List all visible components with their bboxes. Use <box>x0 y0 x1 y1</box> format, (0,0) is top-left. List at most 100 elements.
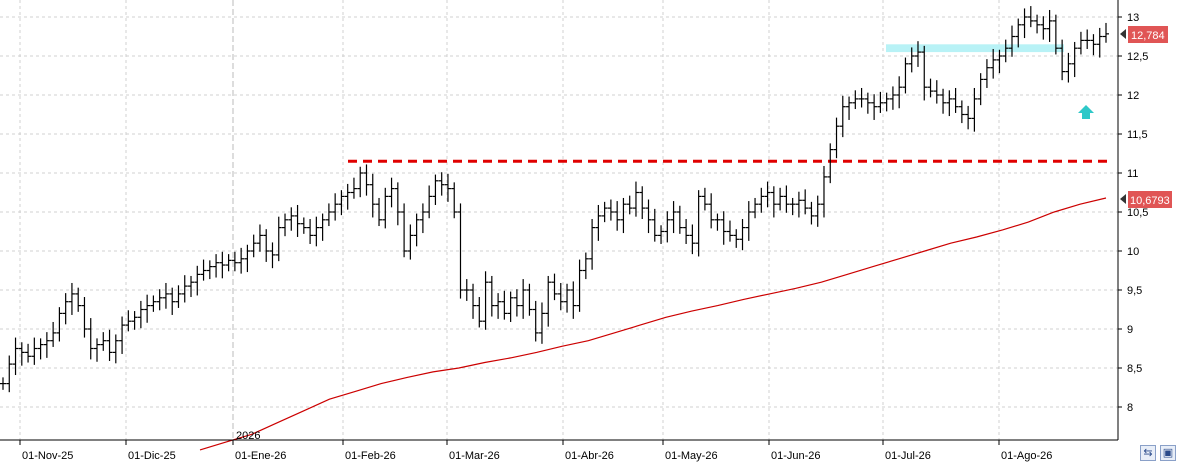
ohlc-bar <box>858 87 865 108</box>
ohlc-bar <box>664 211 671 243</box>
ohlc-bar <box>676 205 683 234</box>
ohlc-bar <box>106 329 113 361</box>
ohlc-bar <box>112 334 119 364</box>
ohlc-bar <box>1096 27 1103 58</box>
save-icon: ▣ <box>1162 446 1174 459</box>
ohlc-bar <box>488 275 495 317</box>
ohlc-bar <box>877 91 884 113</box>
ohlc-bar <box>350 177 357 199</box>
ohlc-bar <box>532 300 539 342</box>
ohlc-bar <box>958 100 965 124</box>
ohlc-bar <box>651 208 658 242</box>
ohlc-bar <box>1015 18 1022 48</box>
ohlc-bar <box>820 165 827 218</box>
ohlc-bar <box>344 183 351 210</box>
ohlc-bar <box>175 285 182 308</box>
ohlc-bar <box>369 173 376 218</box>
ohlc-bar <box>1034 14 1041 34</box>
ohlc-bar <box>451 182 458 219</box>
ohlc-bar <box>864 92 871 114</box>
x-tick-label: 01-Ene-26 <box>235 450 286 462</box>
ohlc-bar <box>0 377 6 390</box>
ohlc-bar <box>745 201 752 241</box>
ohlc-bar <box>783 185 790 213</box>
ohlc-bar <box>81 297 88 338</box>
ohlc-bar <box>1052 14 1059 55</box>
y-tick-label: 11,5 <box>1127 129 1148 141</box>
ohlc-bar <box>1046 9 1053 42</box>
ohlc-bar <box>294 204 301 237</box>
ohlc-bar <box>119 316 126 354</box>
ohlc-bar <box>288 207 295 231</box>
x-axis: 01-Nov-25 01-Dic-25 01-Ene-26 01-Feb-26 01-M… <box>0 439 1118 462</box>
ohlc-bar <box>282 213 289 237</box>
y-tick-label: 9 <box>1127 324 1133 336</box>
ohlc-bar <box>990 48 997 79</box>
x-tick-label: 01-May-26 <box>665 450 718 462</box>
save-button[interactable]: ▣ <box>1160 445 1176 461</box>
ohlc-bar <box>733 229 740 248</box>
ohlc-bar <box>43 332 50 358</box>
x-tick-label: 01-Mar-26 <box>449 450 500 462</box>
ohlc-bar <box>933 80 940 104</box>
ohlc-bar <box>708 193 715 229</box>
ohlc-bar <box>219 251 226 279</box>
ohlc-bar <box>263 229 270 262</box>
ohlc-bar <box>764 181 771 208</box>
ohlc-bar <box>12 337 19 376</box>
scroll-left-button[interactable]: ⇆ <box>1140 445 1156 461</box>
ohlc-bar <box>100 332 107 351</box>
ohlc-bar <box>144 294 151 323</box>
ohlc-bar <box>94 338 101 362</box>
ohlc-bar <box>551 273 558 301</box>
ohlc-bar <box>25 343 32 363</box>
last-price-tag: 12,784 <box>1120 26 1168 43</box>
ohlc-bar <box>31 337 38 365</box>
ohlc-bar <box>670 201 677 234</box>
x-tick-label: 01-Dic-25 <box>128 450 176 462</box>
x-tick-label: 01-Jun-26 <box>771 450 821 462</box>
ma-value-tag: 10,6793 <box>1120 191 1172 208</box>
up-arrow-icon <box>1078 105 1094 119</box>
y-tick-label: 10 <box>1127 246 1139 258</box>
ohlc-bar <box>444 173 451 202</box>
ma-value-label: 10,6793 <box>1130 195 1170 207</box>
ohlc-bar <box>914 41 921 67</box>
ohlc-bar <box>181 275 188 303</box>
ohlc-bar <box>908 47 915 73</box>
ohlc-bar <box>338 190 345 216</box>
y-tick-label: 10,5 <box>1127 207 1148 219</box>
ohlc-bar <box>1090 34 1097 56</box>
ohlc-bar <box>752 197 759 219</box>
ohlc-bar <box>50 321 57 347</box>
ohlc-bar <box>601 201 608 223</box>
ohlc-bar <box>814 195 821 227</box>
ohlc-bar <box>758 187 765 213</box>
last-price-label: 12,784 <box>1131 30 1165 42</box>
ohlc-bar <box>632 181 639 217</box>
ohlc-bar <box>545 275 552 327</box>
ohlc-bar <box>162 282 169 309</box>
ohlc-bar <box>463 279 470 301</box>
ohlc-bar <box>940 88 947 114</box>
ohlc-bar <box>645 199 652 234</box>
ohlc-bar <box>983 59 990 88</box>
ohlc-bar <box>62 293 69 325</box>
ohlc-bar <box>846 96 853 120</box>
ohlc-bar <box>300 217 307 234</box>
ohlc-bar <box>689 224 696 255</box>
ohlc-bar <box>513 289 520 317</box>
ohlc-bar <box>413 213 420 247</box>
ohlc-bar <box>714 213 721 231</box>
ohlc-bar <box>188 275 195 298</box>
ohlc-bar <box>388 177 395 208</box>
ohlc-bar <box>225 254 232 272</box>
ohlc-bar <box>137 300 144 329</box>
ohlc-bar <box>802 189 809 215</box>
ohlc-bar <box>419 203 426 234</box>
price-bars <box>0 6 1109 393</box>
ohlc-bar <box>231 251 238 272</box>
ohlc-bar <box>701 187 708 211</box>
ohlc-bar <box>921 45 928 101</box>
ohlc-bar <box>827 143 834 184</box>
